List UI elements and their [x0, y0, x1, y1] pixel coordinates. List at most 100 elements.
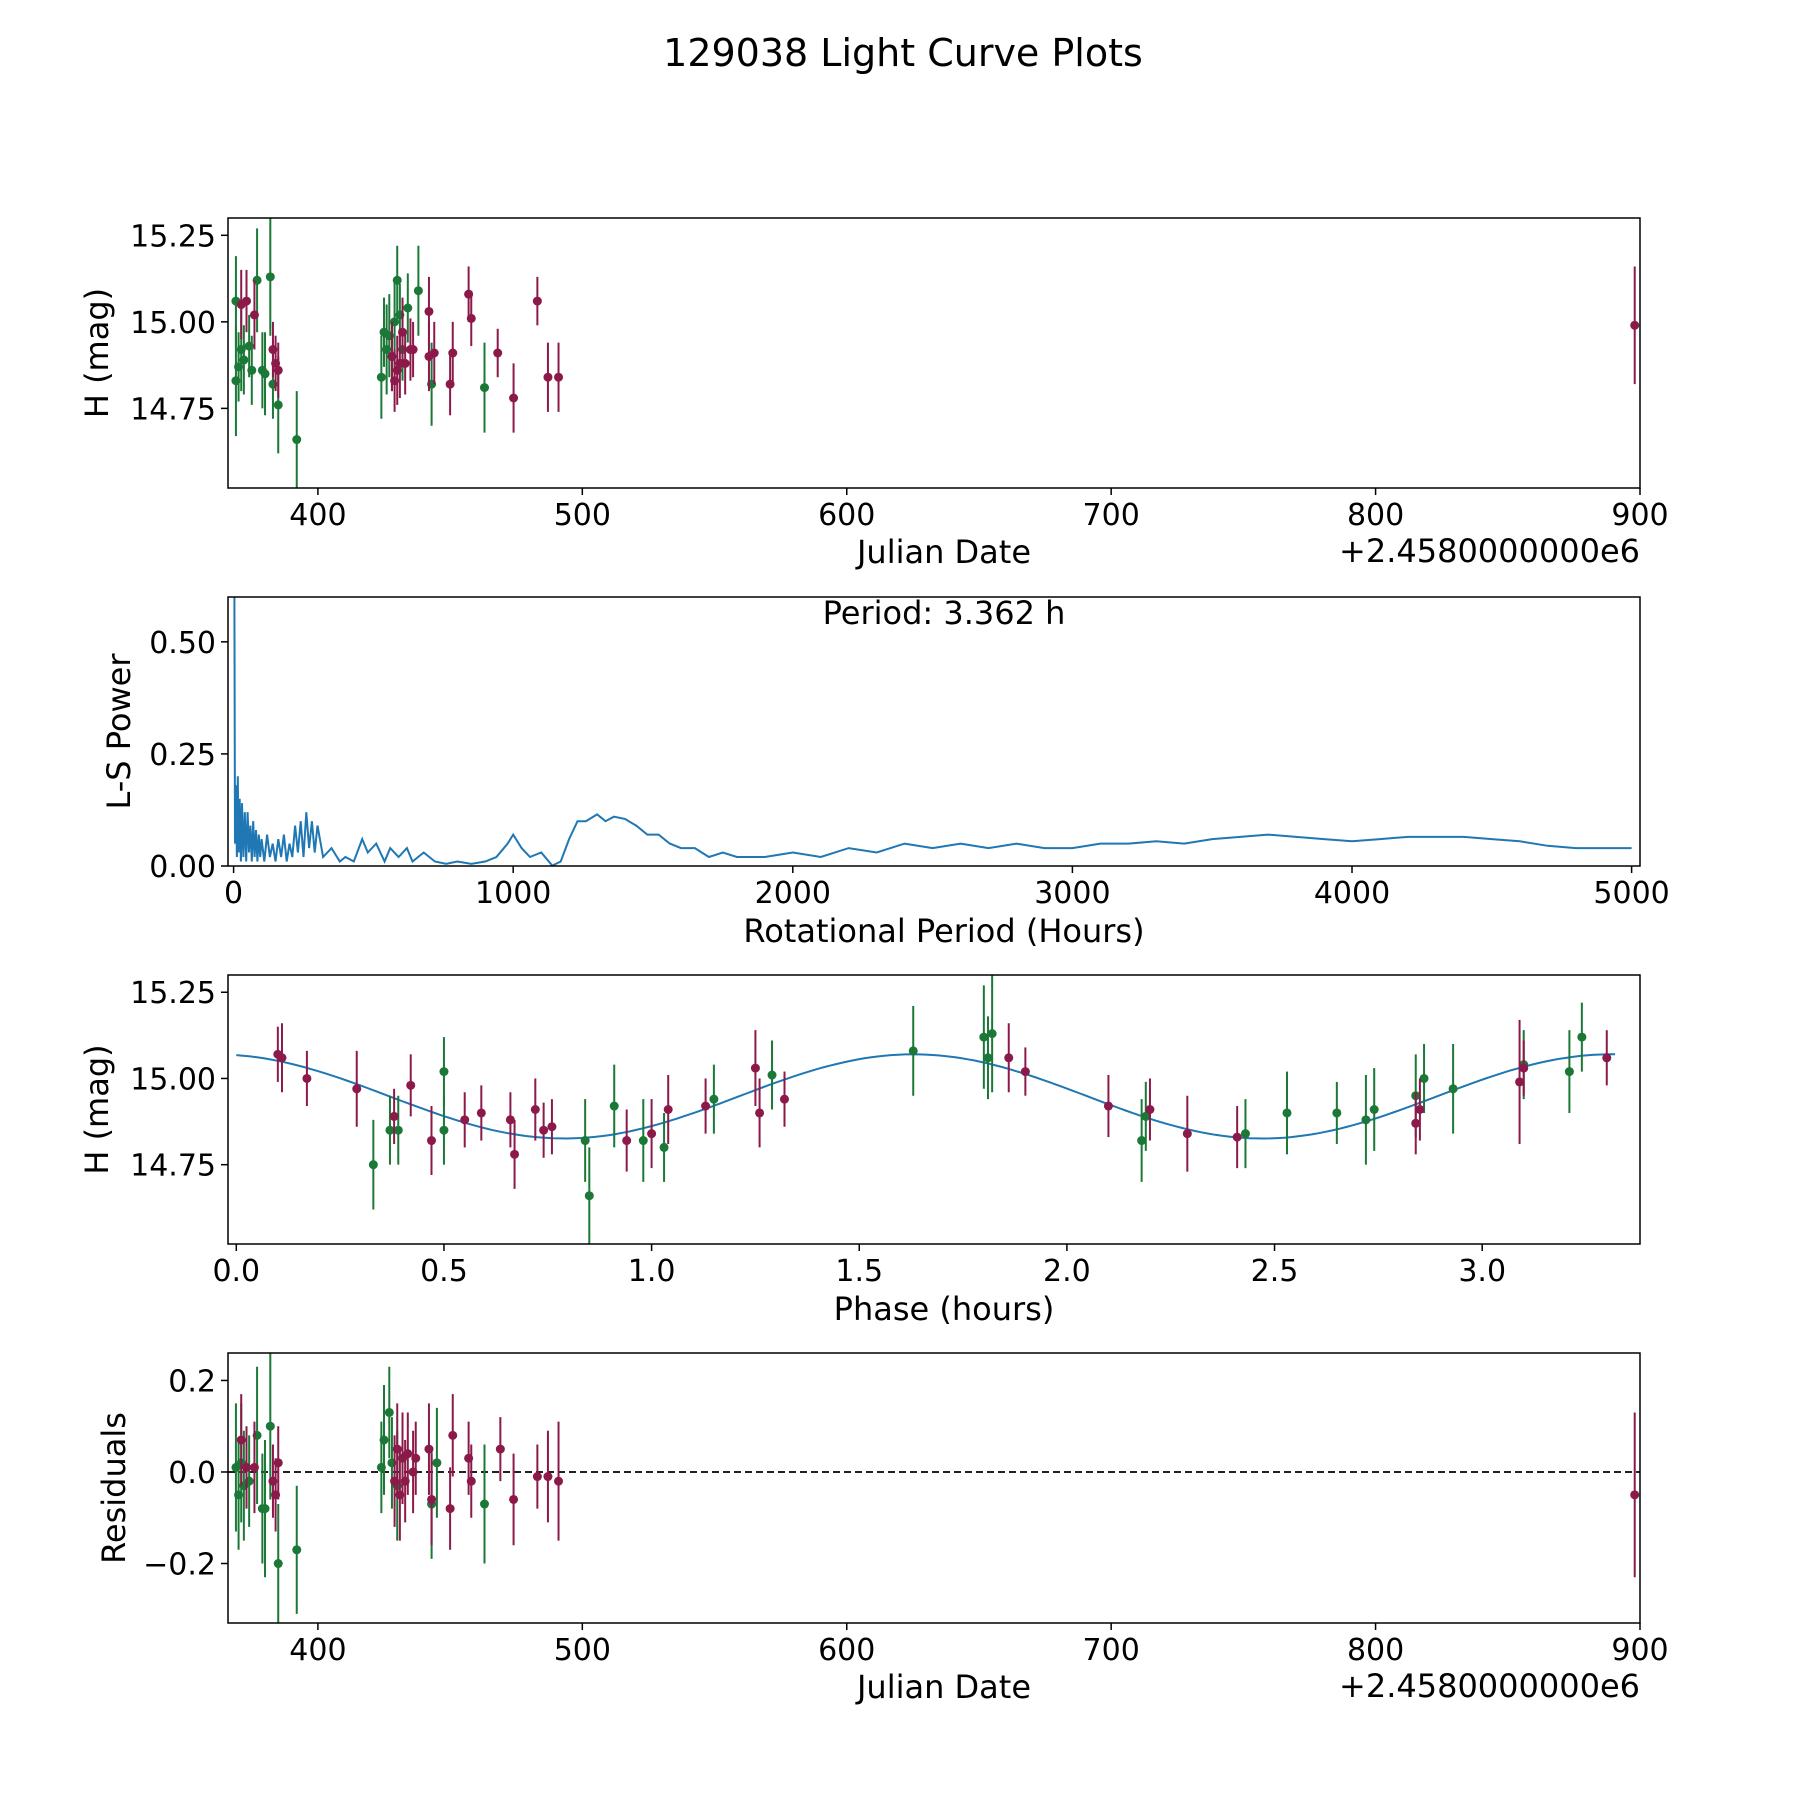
panel-3: 0.0 0.5 1.0 1.5 2.0 2.5 3.0 14.75 15.00 15.25 Phas… [78, 974, 1641, 1328]
maroon-data-point [647, 1129, 657, 1139]
y-tick-label: 15.00 [130, 306, 216, 341]
maroon-data-point [1515, 1077, 1525, 1087]
maroon-data-point [408, 345, 418, 355]
x-tick-label: 3.0 [1458, 1254, 1506, 1289]
maroon-data-point [406, 1080, 416, 1090]
maroon-data-point [427, 1494, 437, 1504]
maroon-data-point [273, 1458, 283, 1468]
maroon-data-point [543, 1472, 553, 1482]
x-tick-label: 1.0 [628, 1254, 676, 1289]
maroon-data-point [466, 313, 476, 323]
x-axis-label: Rotational Period (Hours) [743, 912, 1144, 950]
x-tick-label: 500 [554, 1633, 611, 1668]
maroon-data-point [424, 1444, 434, 1454]
maroon-data-point [1103, 1101, 1113, 1111]
x-tick-label: 500 [554, 498, 611, 533]
x-offset-label: +2.4580000000e6 [1339, 1667, 1640, 1705]
x-tick-label: 900 [1611, 498, 1668, 533]
x-tick-label: 1000 [475, 876, 551, 911]
maroon-data-point [429, 348, 439, 358]
maroon-data-point [249, 1462, 259, 1472]
y-tick-label: 15.25 [130, 219, 216, 254]
x-tick-label: 3000 [1034, 876, 1110, 911]
green-data-point [479, 1499, 489, 1509]
plot-area [233, 597, 1632, 866]
green-data-point [247, 365, 257, 375]
maroon-data-point [460, 1115, 470, 1125]
maroon-data-point [242, 1462, 252, 1472]
figure-title: 129038 Light Curve Plots [663, 31, 1143, 75]
maroon-data-point [1004, 1053, 1014, 1063]
green-data-point [260, 1504, 270, 1514]
green-data-point [273, 400, 283, 410]
green-data-point [1137, 1136, 1147, 1146]
green-data-point [368, 1160, 378, 1170]
y-tick-label: 0.2 [168, 1364, 216, 1399]
maroon-data-point [495, 1444, 505, 1454]
maroon-data-point [554, 1476, 564, 1486]
green-data-point [1448, 1084, 1458, 1094]
y-tick-label: 14.75 [130, 1149, 216, 1184]
x-tick-label: 5000 [1593, 876, 1669, 911]
maroon-data-point [1519, 1063, 1529, 1073]
maroon-data-point [779, 1094, 789, 1104]
maroon-data-point [277, 1053, 287, 1063]
green-data-point [292, 1545, 302, 1555]
green-data-point [638, 1136, 648, 1146]
panel-2: 0 1000 2000 3000 4000 5000 0.00 0.25 0.50 Rotatio… [100, 594, 1670, 950]
maroon-data-point [622, 1136, 632, 1146]
maroon-data-point [493, 348, 503, 358]
x-tick-label: 800 [1347, 1633, 1404, 1668]
maroon-data-point [448, 348, 458, 358]
maroon-data-point [750, 1063, 760, 1073]
maroon-data-point [663, 1105, 673, 1114]
maroon-data-point [411, 1453, 421, 1463]
maroon-data-point [242, 296, 252, 306]
maroon-data-point [1415, 1105, 1425, 1114]
x-tick-label: 0.0 [212, 1254, 260, 1289]
green-data-point [987, 1029, 997, 1039]
panel-1: 400 500 600 700 800 900 14.75 15.00 15.25 Julian … [78, 217, 1669, 571]
x-tick-label: 600 [818, 1633, 875, 1668]
maroon-data-point [476, 1108, 486, 1118]
maroon-data-point [273, 365, 283, 375]
green-data-point [273, 1559, 283, 1569]
x-tick-label: 0 [224, 876, 243, 911]
plot-frame [227, 217, 1641, 489]
maroon-data-point [448, 1430, 458, 1440]
period-annotation: Period: 3.362 h [823, 594, 1066, 632]
panel-4: 400 500 600 700 800 900 −0.2 0.0 0.2 Julian Date R… [95, 1352, 1669, 1706]
green-data-point [767, 1070, 777, 1080]
maroon-data-point [1630, 1490, 1640, 1500]
x-axis-label: Julian Date [855, 1668, 1031, 1706]
y-tick-label: 14.75 [130, 392, 216, 427]
maroon-data-point [539, 1125, 549, 1135]
maroon-data-point [510, 1149, 520, 1159]
maroon-data-point [1630, 320, 1640, 330]
plot-frame [227, 1352, 1641, 1624]
maroon-data-point [1602, 1053, 1612, 1063]
y-axis-label: Residuals [95, 1412, 133, 1564]
green-data-point [908, 1046, 918, 1056]
green-data-point [376, 372, 386, 382]
maroon-data-point [352, 1084, 362, 1094]
green-data-point [385, 1125, 395, 1135]
x-axis-label: Phase (hours) [834, 1290, 1055, 1328]
green-data-point [439, 1125, 449, 1135]
maroon-data-point [466, 1476, 476, 1486]
x-tick-label: 2000 [755, 876, 831, 911]
maroon-data-point [509, 393, 519, 403]
x-tick-label: 700 [1083, 1633, 1140, 1668]
green-data-point [1419, 1073, 1429, 1083]
maroon-data-point [701, 1101, 711, 1111]
maroon-data-point [1182, 1129, 1192, 1139]
x-offset-label: +2.4580000000e6 [1339, 532, 1640, 570]
y-tick-label: 15.25 [130, 976, 216, 1011]
maroon-data-point [532, 1472, 542, 1482]
maroon-data-point [424, 306, 434, 316]
green-data-point [260, 369, 270, 379]
green-data-point [1361, 1115, 1371, 1125]
plot-area [228, 1353, 1640, 1623]
maroon-data-point [302, 1073, 312, 1083]
